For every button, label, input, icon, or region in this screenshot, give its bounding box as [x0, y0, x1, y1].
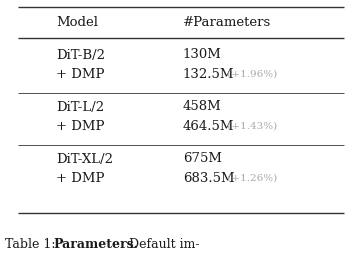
- Text: + DMP: + DMP: [56, 119, 105, 133]
- Text: 458M: 458M: [183, 101, 222, 113]
- Text: DiT-B/2: DiT-B/2: [56, 48, 105, 62]
- Text: DiT-L/2: DiT-L/2: [56, 101, 104, 113]
- Text: #Parameters: #Parameters: [183, 15, 271, 29]
- Text: 683.5M: 683.5M: [183, 172, 235, 184]
- Text: 132.5M: 132.5M: [183, 68, 234, 80]
- Text: 464.5M: 464.5M: [183, 119, 234, 133]
- Text: + DMP: + DMP: [56, 172, 105, 184]
- Text: Parameters.: Parameters.: [53, 238, 138, 252]
- Text: Default im-: Default im-: [125, 238, 199, 252]
- Text: (+1.26%): (+1.26%): [224, 173, 278, 183]
- Text: (+1.96%): (+1.96%): [224, 69, 278, 79]
- Text: + DMP: + DMP: [56, 68, 105, 80]
- Text: 675M: 675M: [183, 152, 222, 166]
- Text: 130M: 130M: [183, 48, 222, 62]
- Text: DiT-XL/2: DiT-XL/2: [56, 152, 113, 166]
- Text: Model: Model: [56, 15, 98, 29]
- Text: (+1.43%): (+1.43%): [224, 122, 278, 130]
- Text: Table 1:: Table 1:: [5, 238, 59, 252]
